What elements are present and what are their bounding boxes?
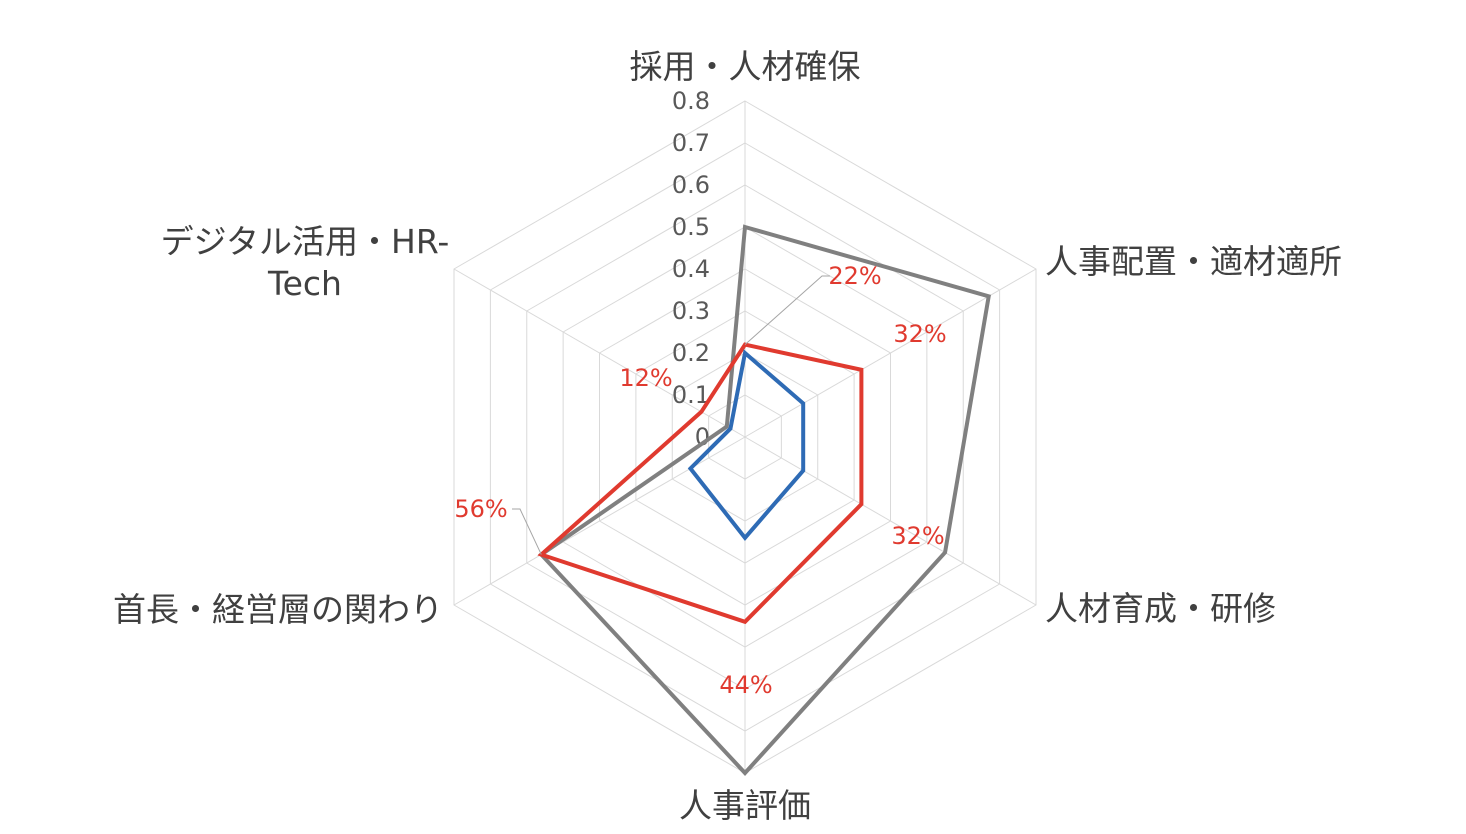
tick-label: 0.7 [672, 129, 710, 157]
category-label: デジタル活用・HR- [161, 222, 450, 261]
tick-label: 0.4 [672, 255, 710, 283]
category-label: 首長・経営層の関わり [113, 590, 443, 629]
data-label: 12% [619, 364, 672, 392]
category-label: 人材育成・研修 [1045, 589, 1276, 628]
data-labels: 22% 32% 32% 44% 56% 12% [454, 262, 946, 699]
tick-label: 0.2 [672, 339, 710, 367]
tick-label: 0.6 [672, 171, 710, 199]
label-leader [512, 508, 542, 555]
category-label: 人事配置・適材適所 [1045, 242, 1342, 281]
category-label: Tech [267, 264, 342, 303]
axis-line [744, 436, 1037, 606]
label-leader [744, 275, 830, 345]
grid [453, 100, 1037, 774]
data-label: 56% [454, 495, 507, 523]
axis-line [453, 268, 746, 438]
series-line [687, 349, 806, 541]
tick-label: 0.1 [672, 381, 710, 409]
data-label: 22% [828, 262, 881, 290]
data-label: 32% [893, 320, 946, 348]
category-label: 採用・人材確保 [630, 47, 861, 86]
tick-label: 0.5 [672, 213, 710, 241]
category-label: 人事評価 [679, 786, 811, 825]
series [537, 224, 991, 776]
series-line [538, 224, 991, 776]
data-label: 44% [719, 671, 772, 699]
data-label: 32% [891, 522, 944, 550]
tick-label: 0.3 [672, 297, 710, 325]
series-line [537, 342, 864, 625]
tick-label: 0.8 [672, 87, 710, 115]
tick-labels: 00.10.20.30.40.50.60.70.8 [672, 87, 710, 451]
